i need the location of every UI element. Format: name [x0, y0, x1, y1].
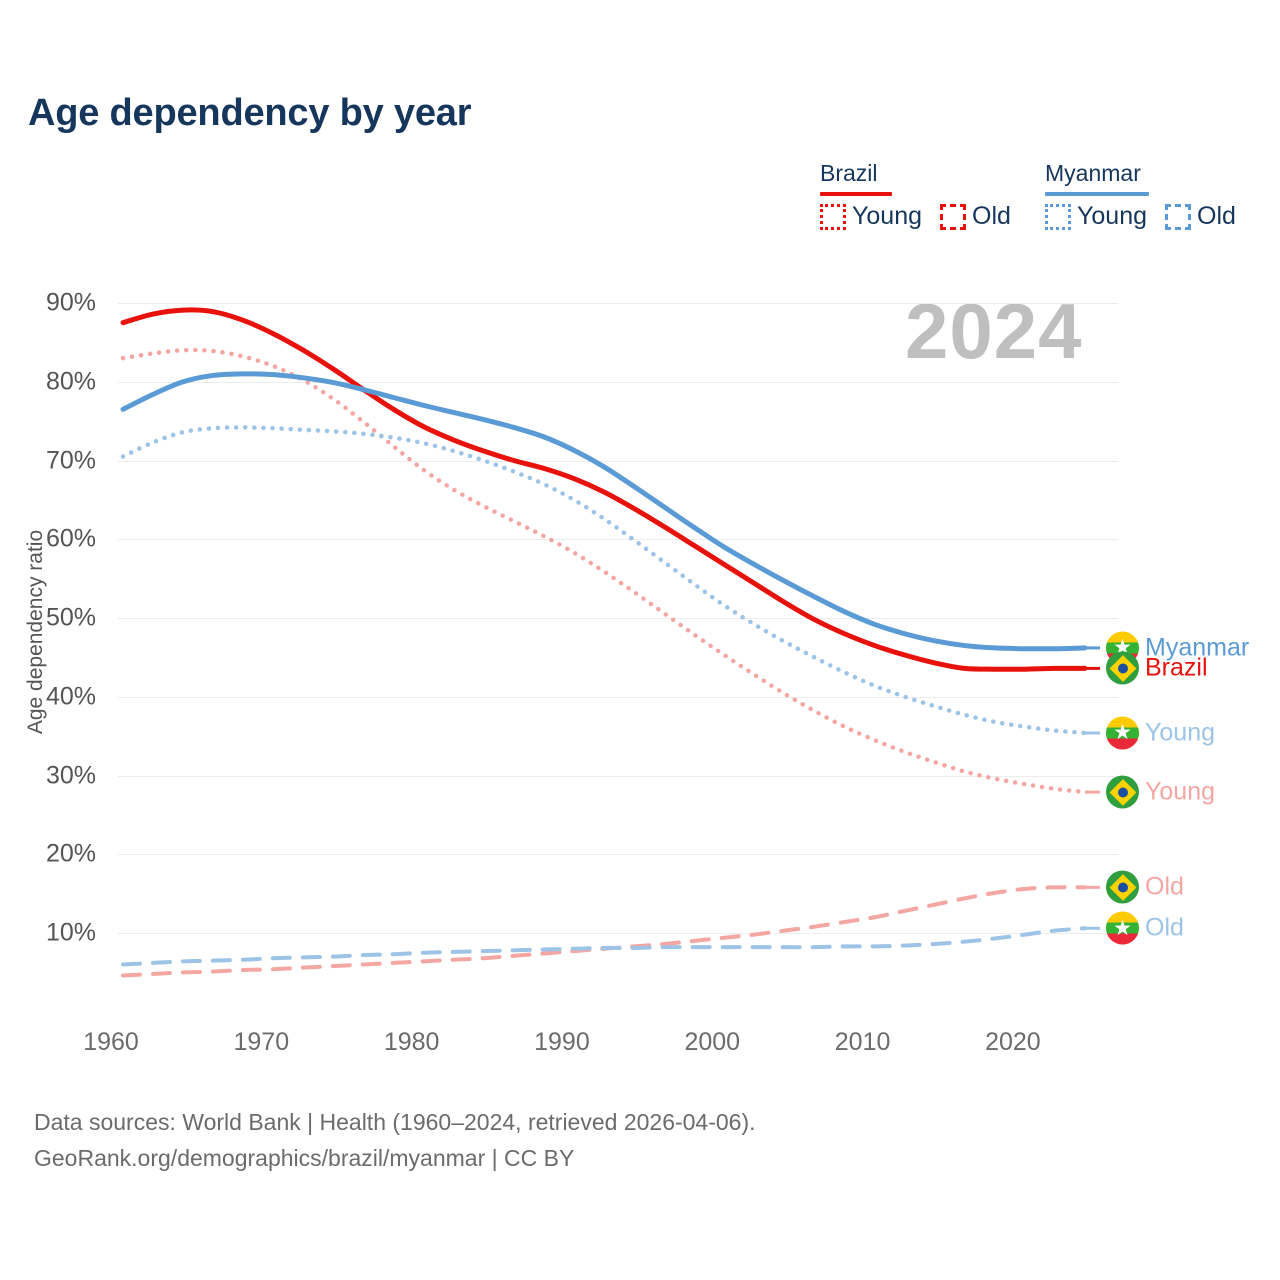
x-tick-label: 2020: [985, 1028, 1041, 1056]
series-end-label[interactable]: Old: [1106, 870, 1184, 904]
legend-label-myanmar-old: Old: [1197, 202, 1236, 230]
x-tick-label: 1970: [233, 1028, 290, 1056]
x-tick-label: 1980: [383, 1028, 440, 1056]
x-tick-label: 1990: [534, 1028, 590, 1056]
myanmar-flag-icon: ★: [1106, 716, 1139, 750]
series-end-label-text: Old: [1145, 872, 1184, 901]
dotted-square-icon: [820, 203, 846, 230]
myanmar-flag-icon: ★: [1106, 911, 1139, 945]
legend-rule-myanmar: [1045, 192, 1149, 196]
y-tick-label: 50%: [45, 603, 96, 632]
dashed-square-icon: [1165, 203, 1191, 230]
legend-country-brazil: Brazil: [820, 160, 878, 186]
gridline: [118, 460, 1118, 462]
dotted-square-icon: [1045, 203, 1071, 230]
legend-item-myanmar-old[interactable]: Old: [1165, 202, 1236, 231]
y-tick-label: 10%: [45, 918, 96, 947]
y-tick-label: 80%: [45, 367, 96, 396]
footer: Data sources: World Bank | Health (1960–…: [34, 1105, 756, 1176]
gridline: [118, 854, 1118, 856]
series-end-label[interactable]: ★ Old: [1106, 911, 1184, 945]
brazil-flag-icon: [1106, 775, 1139, 809]
legend-item-brazil-old[interactable]: Old: [940, 202, 1011, 231]
series-end-label-text: Old: [1145, 913, 1184, 942]
series-end-label[interactable]: ★ Myanmar: [1106, 631, 1250, 665]
gridline: [118, 539, 1118, 541]
series-end-label-text: Myanmar: [1145, 633, 1250, 662]
legend-rule-brazil: [820, 192, 892, 196]
y-tick-label: 30%: [45, 761, 96, 789]
brazil-flag-icon: [1106, 870, 1139, 904]
legend-items-myanmar: Young Old: [1045, 202, 1236, 231]
legend-country-myanmar: Myanmar: [1045, 160, 1141, 186]
series-line: [120, 371, 1088, 652]
x-tick-label: 2010: [834, 1028, 891, 1056]
series-line: [120, 425, 1088, 736]
gridline: [118, 696, 1118, 698]
legend-item-brazil-young[interactable]: Young: [820, 202, 922, 231]
footer-attribution: GeoRank.org/demographics/brazil/myanmar …: [34, 1144, 575, 1171]
gridline: [118, 775, 1118, 777]
x-tick-label: 1960: [83, 1028, 139, 1056]
legend-group-myanmar: Myanmar: [1045, 160, 1149, 196]
gridline: [118, 618, 1118, 619]
y-tick-label: 60%: [45, 524, 96, 553]
y-tick-label: 90%: [45, 288, 96, 317]
legend-item-myanmar-young[interactable]: Young: [1045, 202, 1147, 231]
series-end-label[interactable]: ★ Young: [1106, 716, 1215, 750]
series-end-label-text: Young: [1145, 718, 1215, 747]
series-end-label-text: Young: [1145, 777, 1215, 806]
gridline: [118, 303, 1118, 304]
footer-data-sources: Data sources: World Bank | Health (1960–…: [34, 1109, 756, 1135]
legend-label-myanmar-young: Young: [1077, 202, 1147, 230]
y-tick-label: 20%: [45, 839, 96, 868]
series-line: [121, 885, 1087, 978]
gridline: [118, 933, 1118, 934]
legend: Brazil Young Old Myanmar Young O: [810, 160, 1260, 252]
legend-items-brazil: Young Old: [820, 202, 1011, 231]
legend-group-brazil: Brazil: [820, 160, 892, 196]
gridline: [118, 381, 1118, 383]
page-title: Age dependency by year: [28, 92, 472, 134]
y-tick-label: 40%: [45, 682, 96, 711]
legend-label-brazil-old: Old: [972, 202, 1011, 230]
y-tick-label: 70%: [45, 446, 96, 474]
x-tick-label: 2000: [684, 1028, 741, 1056]
series-end-label-text: Brazil: [1145, 653, 1208, 682]
dashed-square-icon: [940, 203, 966, 230]
legend-label-brazil-young: Young: [852, 202, 922, 230]
series-end-label[interactable]: Young: [1106, 775, 1215, 809]
series-line: [120, 347, 1088, 795]
series-end-label[interactable]: Brazil: [1106, 651, 1208, 685]
brazil-flag-icon: [1106, 651, 1139, 685]
